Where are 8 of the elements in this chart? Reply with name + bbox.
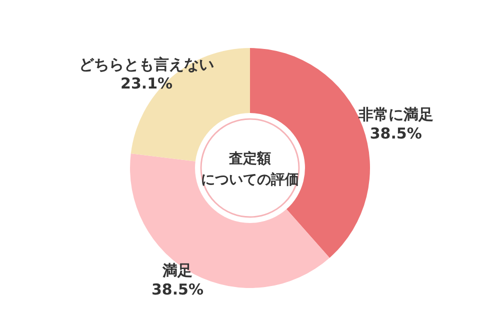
text: 査定額 bbox=[228, 150, 271, 167]
text: についての評価 bbox=[201, 171, 299, 188]
slice-label: 満足 bbox=[162, 262, 193, 280]
data-label: 38.5% bbox=[370, 124, 422, 142]
slice-label: 非常に満足 bbox=[357, 105, 434, 124]
data-label: 23.1% bbox=[120, 74, 173, 93]
data-label: 38.5% bbox=[151, 280, 204, 299]
slice-label: どちらとも言えない bbox=[79, 56, 214, 74]
